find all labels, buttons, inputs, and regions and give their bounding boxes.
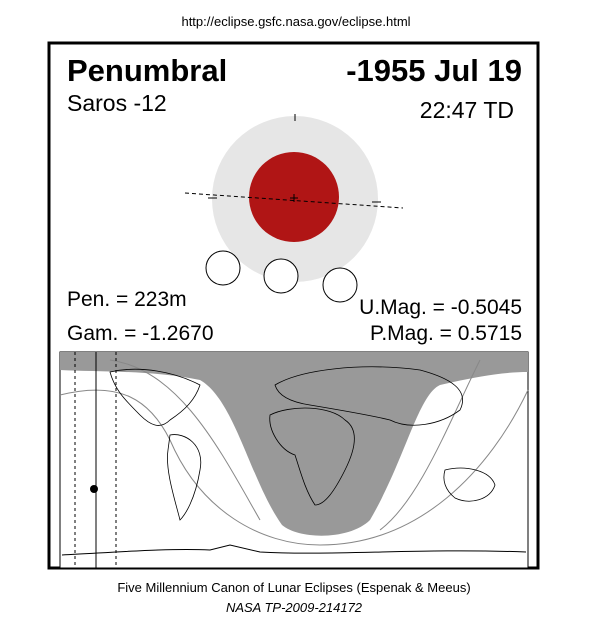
eclipse-date: -1955 Jul 19 — [346, 53, 522, 88]
source-url: http://eclipse.gsfc.nasa.gov/eclipse.htm… — [181, 14, 410, 29]
footer-publication: NASA TP-2009-214172 — [226, 600, 363, 615]
eurasia — [274, 366, 463, 426]
penumbral-magnitude: P.Mag. = 0.5715 — [370, 322, 522, 345]
eclipse-time: 22:47 TD — [420, 97, 514, 123]
eclipse-type: Penumbral — [67, 53, 227, 88]
moon-path — [184, 192, 404, 209]
greatest-eclipse-point — [90, 485, 98, 493]
moon-position — [205, 250, 241, 286]
contact-curve — [109, 359, 261, 521]
penumbral-duration: Pen. = 223m — [67, 288, 187, 311]
contact-curve — [59, 389, 529, 546]
saros: Saros -12 — [67, 90, 167, 116]
gamma: Gam. = -1.2670 — [67, 322, 214, 345]
north-america — [109, 368, 201, 426]
footer-credit: Five Millennium Canon of Lunar Eclipses … — [117, 580, 470, 595]
africa — [269, 407, 355, 506]
moon-position — [263, 258, 299, 294]
shadow-diagram — [184, 114, 404, 303]
australia — [443, 467, 496, 502]
south-america — [167, 434, 202, 521]
contact-curve — [379, 359, 481, 531]
world-map — [59, 351, 529, 569]
moon-position — [322, 267, 358, 303]
antarctica — [61, 544, 527, 556]
umbral-magnitude: U.Mag. = -0.5045 — [359, 296, 522, 319]
visibility-zone — [60, 352, 528, 536]
